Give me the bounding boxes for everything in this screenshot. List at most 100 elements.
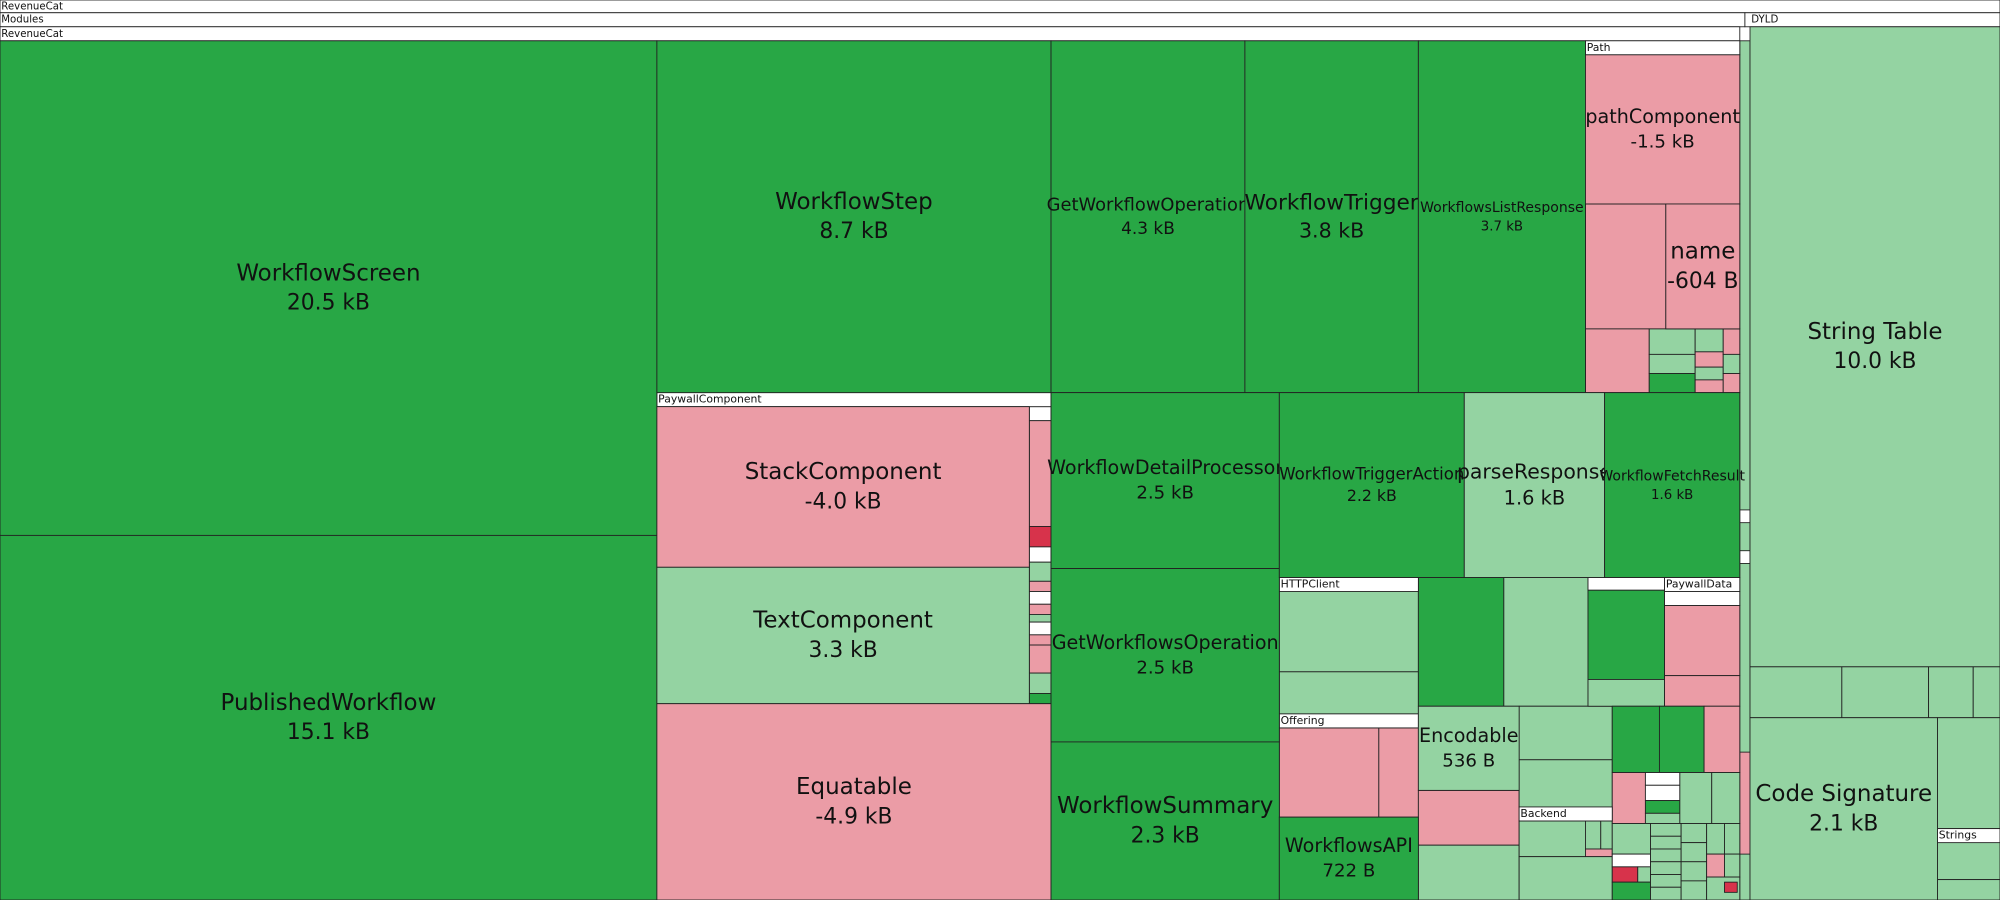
cell[interactable]: [1417, 789, 1520, 846]
cell[interactable]: [1644, 800, 1681, 814]
node[interactable]: [0, 534, 658, 900]
cell[interactable]: [1611, 705, 1660, 773]
cell[interactable]: [1028, 591, 1052, 605]
cell[interactable]: [1587, 589, 1665, 680]
cell[interactable]: [1937, 840, 2000, 881]
cell[interactable]: [1611, 866, 1639, 883]
node[interactable]: [1050, 741, 1280, 900]
cell[interactable]: [1585, 203, 1667, 330]
cell[interactable]: [1648, 353, 1696, 374]
cell[interactable]: [1937, 879, 2000, 900]
cell[interactable]: [1711, 772, 1741, 824]
cell[interactable]: [1637, 866, 1651, 883]
cell[interactable]: [1937, 717, 2000, 830]
cell[interactable]: [1658, 705, 1705, 773]
cell[interactable]: [1028, 546, 1052, 563]
node[interactable]: [656, 703, 1052, 900]
cell[interactable]: [1739, 509, 1751, 524]
cell[interactable]: [1664, 675, 1741, 707]
node[interactable]: [656, 40, 1052, 394]
cell[interactable]: [1648, 328, 1696, 355]
cell[interactable]: [1650, 874, 1682, 888]
cell[interactable]: [1417, 577, 1505, 707]
cell[interactable]: [1680, 842, 1708, 863]
cell[interactable]: [1518, 820, 1586, 858]
cell[interactable]: [1028, 561, 1052, 582]
module-header[interactable]: [0, 26, 1741, 42]
cell[interactable]: [1722, 328, 1741, 355]
dyld-header[interactable]: [1744, 12, 2000, 28]
node[interactable]: [656, 566, 1030, 705]
cell[interactable]: [1585, 848, 1613, 858]
cell[interactable]: [1722, 373, 1741, 394]
cell[interactable]: [1650, 848, 1682, 863]
cell[interactable]: [1749, 666, 1843, 719]
cell[interactable]: [1644, 812, 1681, 824]
cell[interactable]: [1928, 666, 1974, 719]
cell[interactable]: [1644, 784, 1681, 802]
cell[interactable]: [1587, 679, 1665, 707]
cell[interactable]: [1724, 853, 1741, 878]
cell[interactable]: [1722, 353, 1741, 374]
cell[interactable]: [1028, 672, 1052, 694]
cell[interactable]: [1028, 526, 1052, 548]
cell[interactable]: [1650, 886, 1682, 900]
cell[interactable]: [1518, 705, 1613, 761]
cell[interactable]: [1378, 727, 1419, 818]
cell[interactable]: [1587, 577, 1665, 591]
cell[interactable]: [1644, 772, 1681, 786]
node[interactable]: [1665, 203, 1741, 330]
cell[interactable]: [1679, 772, 1713, 824]
cell[interactable]: [1028, 614, 1052, 623]
node[interactable]: [656, 406, 1030, 568]
node[interactable]: [1749, 717, 1938, 900]
cell[interactable]: [1028, 621, 1052, 636]
cell[interactable]: [1694, 379, 1724, 394]
node[interactable]: [1585, 54, 1741, 205]
cell[interactable]: [1706, 823, 1725, 855]
cell[interactable]: [1739, 751, 1751, 855]
node[interactable]: [1417, 40, 1586, 394]
cell[interactable]: [1680, 823, 1708, 844]
cell[interactable]: [1611, 823, 1651, 855]
cell[interactable]: [1278, 727, 1380, 818]
group-header[interactable]: [1518, 806, 1613, 822]
cell[interactable]: [1724, 823, 1741, 855]
cell[interactable]: [1611, 772, 1646, 824]
cell[interactable]: [1585, 820, 1602, 850]
cell[interactable]: [1278, 671, 1419, 715]
cell[interactable]: [1650, 861, 1682, 875]
cell[interactable]: [1518, 759, 1613, 808]
cell[interactable]: [1503, 577, 1589, 707]
node[interactable]: [1417, 705, 1520, 791]
cell[interactable]: [1694, 351, 1724, 368]
node[interactable]: [1050, 40, 1246, 394]
cell[interactable]: [1600, 820, 1613, 850]
cell[interactable]: [1648, 373, 1696, 394]
cell[interactable]: [1650, 823, 1682, 837]
cell[interactable]: [1706, 853, 1725, 878]
modules-header[interactable]: [0, 12, 1746, 28]
cell[interactable]: [1972, 666, 2000, 719]
cell[interactable]: [1611, 881, 1651, 900]
cell[interactable]: [1028, 693, 1052, 705]
cell[interactable]: [1028, 580, 1052, 592]
cell[interactable]: [1680, 880, 1708, 900]
node[interactable]: [1463, 392, 1606, 578]
node[interactable]: [1749, 26, 2000, 668]
node[interactable]: [1278, 392, 1465, 578]
cell[interactable]: [1278, 589, 1419, 673]
node[interactable]: [1604, 392, 1741, 578]
cell[interactable]: [1028, 406, 1052, 422]
cell[interactable]: [1680, 861, 1708, 882]
node[interactable]: [1050, 392, 1280, 570]
cell[interactable]: [1611, 853, 1651, 868]
cell[interactable]: [1664, 591, 1741, 606]
node[interactable]: [0, 40, 658, 536]
cell[interactable]: [1664, 605, 1741, 677]
cell[interactable]: [1694, 328, 1724, 353]
cell[interactable]: [1650, 835, 1682, 850]
cell[interactable]: [1841, 666, 1930, 719]
cell[interactable]: [1585, 328, 1650, 394]
cell[interactable]: [1518, 856, 1613, 900]
